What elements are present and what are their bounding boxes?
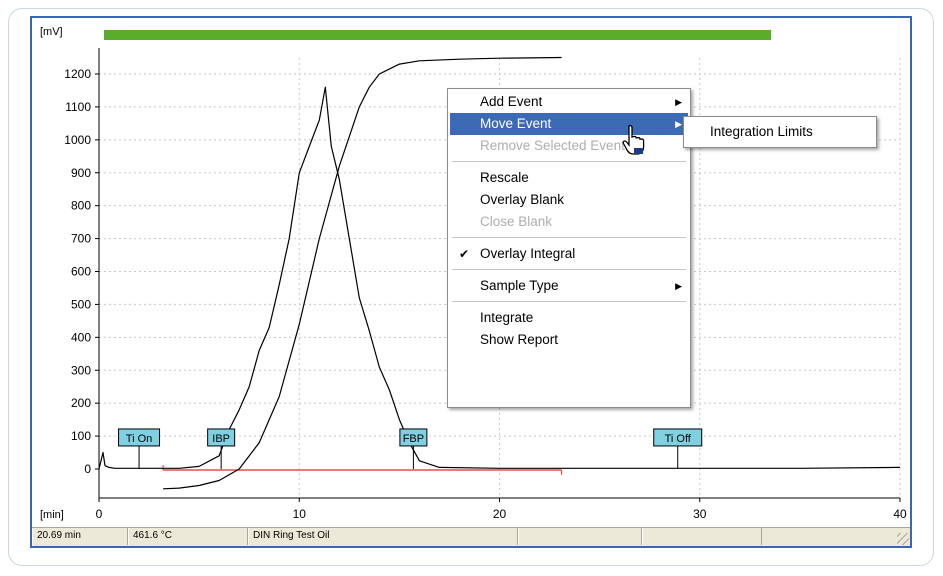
menu-item-label: Close Blank xyxy=(480,214,553,229)
menu-item-overlay-integral[interactable]: ✔ Overlay Integral xyxy=(450,243,688,265)
event-marker-box[interactable] xyxy=(399,428,428,447)
submenu-arrow-icon: ▶ xyxy=(675,119,682,129)
menu-separator xyxy=(452,161,686,162)
event-marker[interactable]: Ti On xyxy=(118,428,161,469)
menu-item-move-event[interactable]: Move Event ▶ xyxy=(450,113,688,135)
menu-separator xyxy=(452,237,686,238)
menu-item-label: Integrate xyxy=(480,310,534,325)
menu-item-overlay-blank[interactable]: Overlay Blank xyxy=(450,189,688,211)
status-extra-1 xyxy=(518,528,642,545)
series-group xyxy=(98,56,901,490)
series-line-2 xyxy=(163,56,562,490)
event-marker-box[interactable] xyxy=(118,428,161,447)
event-marker-label: FBP xyxy=(403,433,424,445)
y-tick-label: 300 xyxy=(71,363,91,377)
y-tick-label: 200 xyxy=(71,396,91,410)
y-tick-label: 1200 xyxy=(64,67,91,81)
menu-item-label: Add Event xyxy=(480,94,543,109)
checkmark-icon: ✔ xyxy=(459,247,470,261)
y-tick-label: 1100 xyxy=(65,100,91,114)
menu-item-sample-type[interactable]: Sample Type ▶ xyxy=(450,275,688,297)
x-tick-label: 0 xyxy=(96,507,103,521)
run-progress-bar xyxy=(104,30,771,40)
status-temperature: 461.6 °C xyxy=(128,528,248,545)
y-tick-label: 800 xyxy=(71,199,91,213)
submenu-integration-limits[interactable]: Integration Limits xyxy=(683,116,877,148)
y-tick-label: 400 xyxy=(71,330,91,344)
x-tick-label: 20 xyxy=(493,507,507,521)
event-marker-label: Ti Off xyxy=(665,433,692,445)
menu-separator xyxy=(452,301,686,302)
menu-item-label: Rescale xyxy=(480,170,529,185)
menu-item-label: Overlay Integral xyxy=(480,246,576,261)
menu-item-remove-selected-event: Remove Selected Event xyxy=(450,135,688,157)
event-markers[interactable]: Ti On IBP FBP Ti Off xyxy=(118,428,703,469)
status-bar: 20.69 min 461.6 °C DIN Ring Test Oil xyxy=(32,527,910,546)
y-tick-label: 600 xyxy=(71,265,91,279)
resize-grip[interactable] xyxy=(897,533,909,545)
y-unit-label: [mV] xyxy=(40,26,63,38)
status-extra-2 xyxy=(642,528,762,545)
menu-item-label: Remove Selected Event xyxy=(480,138,625,153)
submenu-item-integration-limits[interactable]: Integration Limits xyxy=(710,124,813,139)
event-marker-label: IBP xyxy=(212,433,230,445)
menu-item-close-blank: Close Blank xyxy=(450,211,688,233)
y-tick-label: 0 xyxy=(84,462,91,476)
hand-pointer-icon xyxy=(622,124,645,155)
menu-item-label: Overlay Blank xyxy=(480,192,565,207)
y-tick-label: 900 xyxy=(71,166,91,180)
integration-limits[interactable] xyxy=(162,464,563,475)
menu-item-label: Move Event xyxy=(480,116,552,131)
event-marker[interactable]: Ti Off xyxy=(653,428,703,469)
y-tick-label: 700 xyxy=(71,232,91,246)
y-tick-label: 100 xyxy=(71,429,91,443)
event-marker[interactable]: FBP xyxy=(399,428,428,469)
status-time: 20.69 min xyxy=(32,528,128,545)
menu-item-show-report[interactable]: Show Report xyxy=(450,329,688,351)
menu-separator xyxy=(452,269,686,270)
menu-item-add-event[interactable]: Add Event ▶ xyxy=(450,91,688,113)
menu-item-label: Show Report xyxy=(480,332,559,347)
status-sample-name: DIN Ring Test Oil xyxy=(248,528,518,545)
submenu-arrow-icon: ▶ xyxy=(675,281,682,291)
context-menu: Add Event ▶ Move Event ▶ Remove Selected E… xyxy=(447,88,691,408)
x-tick-label: 40 xyxy=(893,507,907,521)
y-tick-label: 500 xyxy=(71,297,91,311)
x-tick-label: 30 xyxy=(693,507,707,521)
event-marker[interactable]: IBP xyxy=(207,428,236,469)
x-tick-label: 10 xyxy=(293,507,307,521)
menu-item-rescale[interactable]: Rescale xyxy=(450,167,688,189)
menu-item-label: Sample Type xyxy=(480,278,559,293)
x-unit-label: [min] xyxy=(40,509,64,521)
submenu-arrow-icon: ▶ xyxy=(675,97,682,107)
event-marker-box[interactable] xyxy=(653,428,703,447)
series-line-1 xyxy=(98,86,901,470)
event-marker-label: Ti On xyxy=(126,433,153,445)
x-axis-ticks: 0 10 20 30 40 xyxy=(96,498,907,521)
y-tick-label: 1000 xyxy=(64,133,91,147)
menu-item-integrate[interactable]: Integrate xyxy=(450,307,688,329)
event-marker-box[interactable] xyxy=(207,428,236,447)
